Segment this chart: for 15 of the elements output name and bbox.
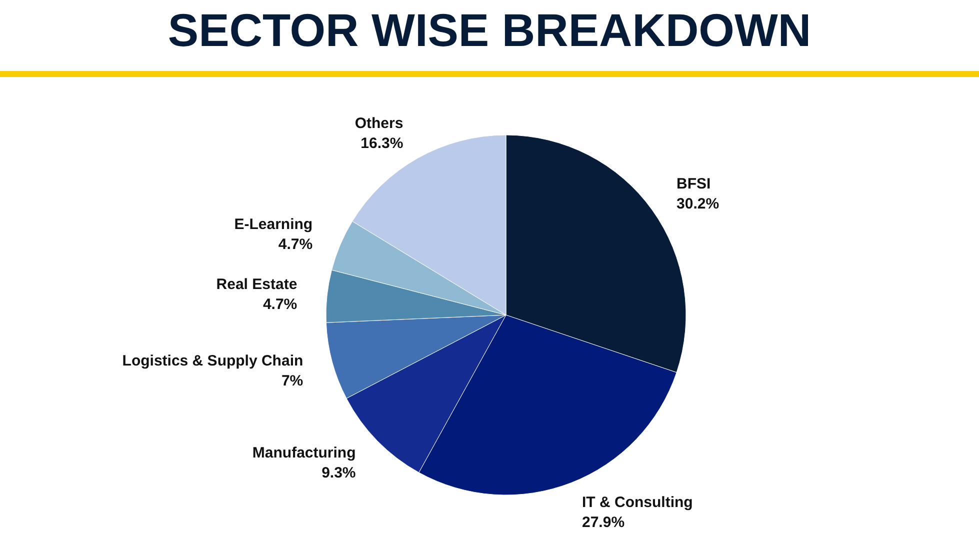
chart-title: SECTOR WISE BREAKDOWN [166,3,812,58]
slice-label: BFSI [676,175,711,192]
slice-label: Others [354,114,404,132]
data-label: 4.7% [262,296,298,313]
slice-label: Logistics & Supply Chain [122,352,304,370]
data-label: 30.2% [676,195,720,212]
data-label: 7% [281,372,304,390]
slice-label: Manufacturing [252,444,356,462]
data-label: 4.7% [278,236,313,254]
slice-label: E-Learning [234,216,313,234]
data-label: 16.3% [360,134,404,152]
data-label: 9.3% [322,464,356,482]
slice-label: Real Estate [216,276,298,293]
slice-label: IT & Consulting [582,494,693,511]
data-label: 27.9% [582,514,625,531]
